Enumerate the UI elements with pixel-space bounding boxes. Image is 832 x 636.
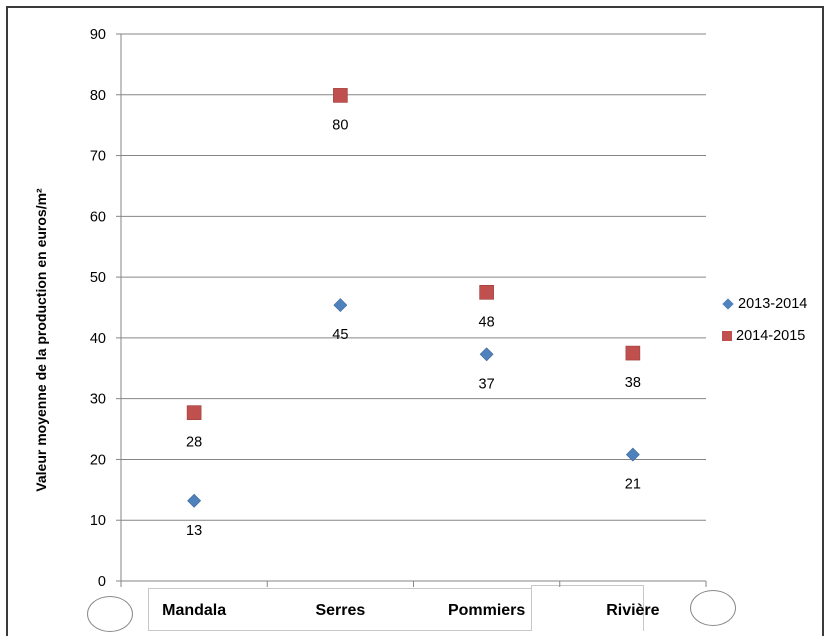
data-label-2014-2015: 80 — [332, 117, 348, 133]
data-point-2013-2014 — [187, 493, 202, 508]
y-tick-label: 40 — [90, 331, 106, 347]
data-label-2013-2014: 45 — [332, 327, 348, 343]
data-point-2014-2015 — [333, 88, 348, 103]
data-label-2014-2015: 38 — [625, 375, 641, 391]
y-tick-label: 60 — [90, 209, 106, 225]
data-label-2013-2014: 13 — [186, 523, 202, 539]
legend-item-2014-2015: 2014-2015 — [722, 326, 807, 346]
x-category-label: Pommiers — [448, 602, 525, 619]
y-tick-label: 90 — [90, 27, 106, 43]
legend: 2013-2014 2014-2015 — [722, 294, 807, 358]
y-tick-label: 20 — [90, 452, 106, 468]
y-axis-label: Valeur moyenne de la production en euros… — [33, 188, 49, 492]
y-tick-label: 50 — [90, 270, 106, 286]
legend-item-2013-2014: 2013-2014 — [722, 294, 807, 314]
right-oval-shape — [690, 590, 736, 626]
data-label-2013-2014: 37 — [479, 376, 495, 392]
x-category-label: Serres — [315, 602, 365, 619]
legend-label: 2013-2014 — [738, 296, 808, 312]
legend-label: 2014-2015 — [736, 328, 806, 344]
data-point-2014-2015 — [186, 405, 202, 420]
x-category-label: Mandala — [162, 602, 226, 619]
data-label-2014-2015: 48 — [479, 314, 495, 330]
red-square-icon — [722, 331, 732, 341]
data-point-2014-2015 — [625, 345, 641, 361]
data-point-2013-2014 — [479, 347, 494, 362]
x-category-label: Rivière — [606, 602, 659, 619]
y-tick-label: 70 — [90, 149, 106, 165]
chart-frame — [6, 6, 824, 636]
data-point-2013-2014 — [333, 298, 348, 312]
blue-diamond-icon — [722, 298, 734, 310]
data-point-2014-2015 — [479, 285, 494, 300]
data-point-2013-2014 — [625, 447, 640, 462]
y-tick-label: 30 — [90, 392, 106, 408]
category-label-box-riviere — [531, 585, 644, 631]
y-tick-label: 0 — [98, 574, 106, 590]
y-tick-label: 80 — [90, 88, 106, 104]
data-label-2013-2014: 21 — [625, 477, 641, 493]
y-tick-label: 10 — [90, 513, 106, 529]
data-label-2014-2015: 28 — [186, 435, 202, 451]
